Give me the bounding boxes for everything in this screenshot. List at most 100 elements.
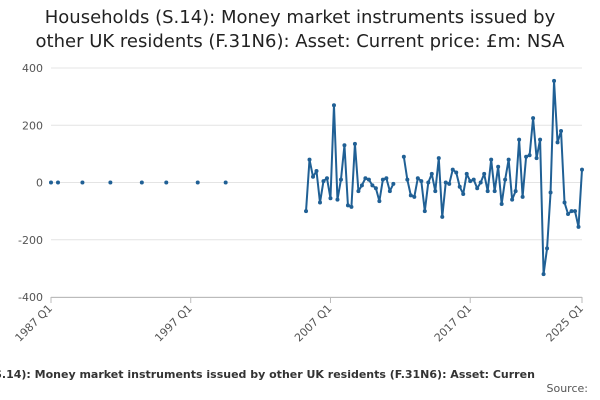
y-tick-label: -400 (18, 291, 43, 304)
data-point (496, 164, 501, 169)
data-point (338, 177, 343, 182)
data-point (562, 200, 567, 205)
data-point (408, 193, 413, 198)
data-point (429, 171, 434, 176)
data-point (559, 128, 564, 133)
data-point (555, 140, 560, 145)
data-point (580, 167, 584, 172)
y-axis-tick-labels: 400 200 0 -200 -400 (18, 62, 43, 304)
x-tick-label: 2017 Q1 (432, 302, 475, 345)
data-point (468, 179, 473, 184)
data-point (108, 180, 113, 185)
data-point (307, 157, 312, 162)
data-point (513, 189, 518, 194)
chart-title: Households (S.14): Money market instrume… (0, 6, 600, 54)
data-point (426, 180, 431, 185)
data-point (471, 177, 476, 182)
y-tick-label: -200 (18, 234, 43, 247)
data-point (345, 203, 350, 208)
data-point (454, 170, 459, 175)
y-tick-label: 200 (22, 119, 43, 132)
data-point (405, 177, 410, 182)
y-tick-label: 0 (36, 177, 43, 190)
data-point (314, 169, 319, 174)
x-axis: 1987 Q1 1997 Q1 2007 Q1 2017 Q1 2025 Q1 (13, 297, 587, 345)
data-point (524, 154, 529, 159)
data-point (223, 180, 228, 185)
data-point (534, 156, 539, 161)
data-point (436, 156, 441, 161)
data-point (373, 186, 378, 191)
data-point (370, 183, 375, 188)
data-point (464, 171, 469, 176)
data-point (164, 180, 169, 185)
data-point (506, 157, 511, 162)
source-label: Source: (546, 382, 589, 395)
data-point (489, 157, 494, 162)
data-point (324, 176, 329, 181)
data-point (545, 246, 550, 251)
data-point (331, 103, 336, 108)
data-point (311, 174, 316, 179)
series-points (49, 78, 584, 277)
x-tick-label: 1987 Q1 (13, 302, 56, 345)
data-point (415, 176, 420, 181)
data-point (384, 176, 389, 181)
data-point (450, 167, 455, 172)
data-point (419, 179, 424, 184)
x-tick-label: 2025 Q1 (544, 302, 587, 345)
data-point (377, 199, 382, 204)
y-tick-label: 400 (22, 62, 43, 75)
data-point (440, 214, 445, 219)
data-point (317, 200, 322, 205)
data-point (380, 177, 385, 182)
data-point (492, 189, 497, 194)
data-point (510, 197, 515, 202)
data-point (401, 154, 406, 159)
series-line-segment (402, 79, 583, 276)
data-point (422, 209, 427, 214)
x-tick-label: 2007 Q1 (292, 302, 335, 345)
data-point (447, 181, 452, 186)
data-point (349, 204, 354, 209)
data-point (457, 184, 462, 189)
data-point (576, 224, 581, 229)
data-point (566, 211, 571, 216)
series-line (305, 79, 583, 276)
data-point (80, 180, 85, 185)
data-point (531, 116, 536, 121)
series-line-segment (305, 104, 395, 212)
data-point (485, 189, 490, 194)
data-point (552, 78, 557, 83)
data-point (475, 186, 480, 191)
data-point (363, 176, 368, 181)
data-point (335, 197, 340, 202)
data-point (139, 180, 144, 185)
data-point (478, 180, 483, 185)
data-point (359, 183, 364, 188)
data-point (366, 177, 371, 182)
data-point (517, 137, 522, 142)
data-point (569, 209, 574, 214)
data-point (391, 181, 396, 186)
x-tick-label: 1997 Q1 (152, 302, 195, 345)
data-point (304, 209, 309, 214)
data-point (342, 143, 347, 148)
chart-title-line-2: other UK residents (F.31N6): Asset: Curr… (35, 31, 565, 52)
data-point (356, 189, 361, 194)
data-point (443, 180, 448, 185)
data-point (195, 180, 200, 185)
data-point (541, 272, 546, 277)
data-point (49, 180, 53, 185)
gridlines (51, 67, 582, 298)
data-point (548, 190, 553, 195)
data-point (328, 196, 333, 201)
data-point (527, 153, 532, 158)
data-point (503, 177, 508, 182)
data-point (520, 194, 525, 199)
data-point (538, 137, 543, 142)
data-point (482, 171, 487, 176)
data-point (412, 194, 417, 199)
data-point (321, 179, 326, 184)
